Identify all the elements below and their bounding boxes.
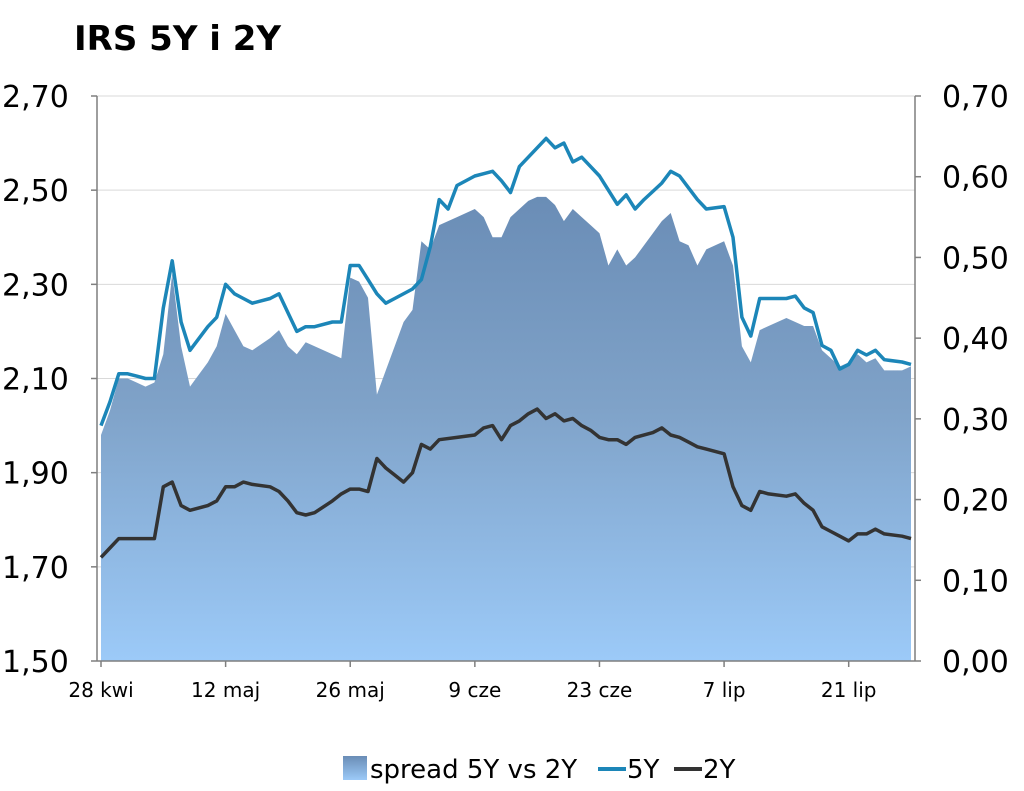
left-tick-label: 1,90	[2, 457, 69, 492]
right-tick-label: 0,10	[942, 564, 1009, 599]
right-tick-label: 0,50	[942, 241, 1009, 276]
legend-swatch-spread	[343, 756, 367, 780]
line-5y	[99, 136, 912, 427]
spread-area	[101, 196, 911, 661]
x-tick-label: 23 cze	[567, 678, 633, 702]
right-axis-ticks: 0,00 0,10 0,20 0,30 0,40 0,50 0,60 0,70	[915, 80, 1009, 680]
right-tick-label: 0,30	[942, 403, 1009, 438]
left-tick-label: 1,70	[2, 551, 69, 586]
x-tick-label: 21 lip	[821, 678, 877, 702]
left-tick-label: 2,30	[2, 268, 69, 303]
legend-label-5y: 5Y	[627, 755, 660, 785]
x-tick-label: 26 maj	[316, 678, 385, 702]
left-tick-label: 2,50	[2, 174, 69, 209]
left-tick-label: 2,10	[2, 363, 69, 398]
x-tick-label: 7 lip	[703, 678, 746, 702]
legend: spread 5Y vs 2Y 5Y 2Y	[343, 755, 736, 785]
right-tick-label: 0,70	[942, 80, 1009, 115]
right-tick-label: 0,60	[942, 161, 1009, 196]
legend-label-2y: 2Y	[703, 755, 736, 785]
right-tick-label: 0,20	[942, 484, 1009, 519]
legend-label-spread: spread 5Y vs 2Y	[370, 755, 577, 785]
x-tick-label: 28 kwi	[68, 678, 133, 702]
left-axis-ticks: 1,50 1,70 1,90 2,10 2,30 2,50 2,70	[2, 80, 97, 680]
x-tick-label: 12 maj	[191, 678, 260, 702]
right-tick-label: 0,00	[942, 645, 1009, 680]
line-2y	[99, 407, 912, 559]
chart-title: IRS 5Y i 2Y	[74, 19, 281, 59]
left-tick-label: 2,70	[2, 80, 69, 115]
x-axis-ticks: 28 kwi 12 maj 26 maj 9 cze 23 cze 7 lip 21 lip	[68, 661, 877, 702]
x-tick-label: 9 cze	[448, 678, 501, 702]
left-tick-label: 1,50	[2, 645, 69, 680]
right-tick-label: 0,40	[942, 322, 1009, 357]
